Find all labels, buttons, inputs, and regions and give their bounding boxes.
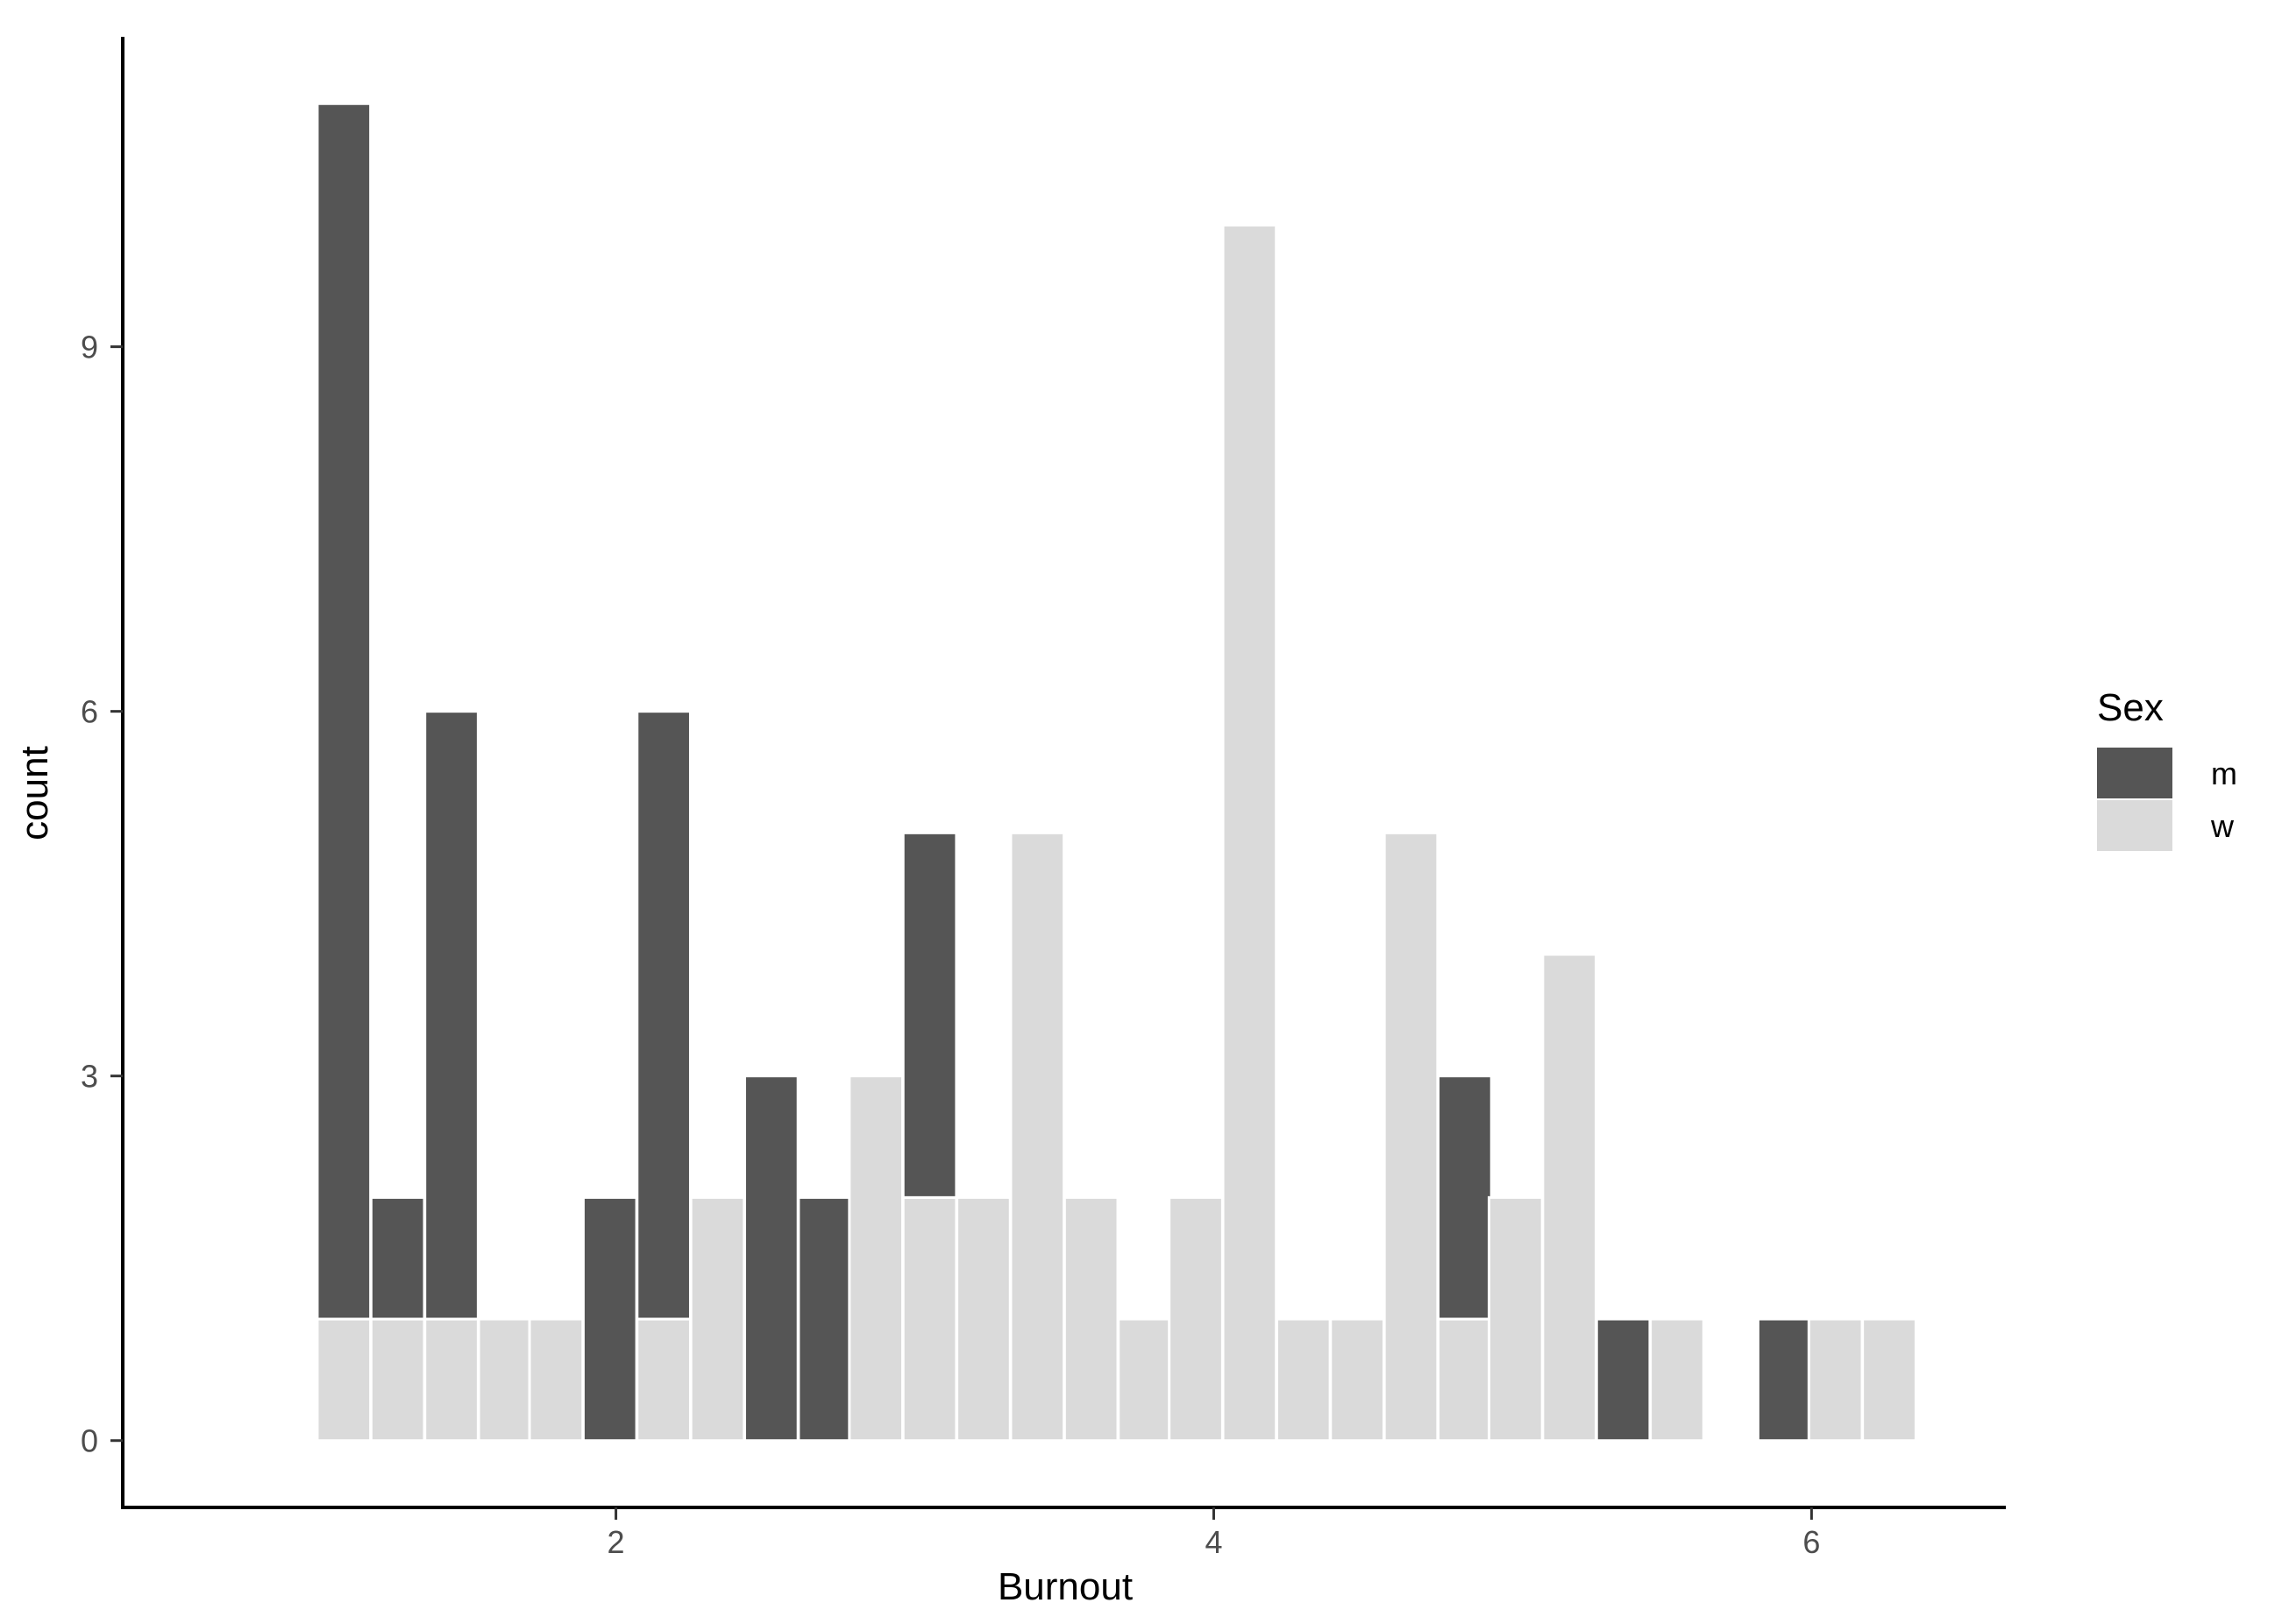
legend-key-w xyxy=(2097,800,2172,851)
bar-m xyxy=(1595,1317,1652,1443)
legend-title: Sex xyxy=(2097,686,2164,729)
x-tick-label: 2 xyxy=(608,1524,625,1560)
bar-w xyxy=(1221,223,1278,1443)
legend: Sex mw xyxy=(2097,686,2237,851)
x-axis-title: Burnout xyxy=(998,1565,1133,1608)
bar-w xyxy=(848,1074,905,1443)
bar-w xyxy=(689,1195,746,1443)
bar-w xyxy=(1541,953,1598,1443)
bar-w xyxy=(369,1317,426,1443)
bar-w xyxy=(901,1195,958,1443)
x-tick-label: 6 xyxy=(1802,1524,1820,1560)
bar-w xyxy=(1649,1317,1705,1443)
y-tick-label: 0 xyxy=(81,1423,98,1459)
bar-w xyxy=(1275,1317,1332,1443)
bar-w xyxy=(956,1195,1012,1443)
bar-w xyxy=(477,1317,534,1443)
bar-w xyxy=(1383,831,1440,1443)
bar-w xyxy=(1063,1195,1120,1443)
bar-m xyxy=(1756,1317,1813,1443)
y-ticks-group: 0 3 6 9 xyxy=(81,330,123,1459)
bar-m xyxy=(743,1074,800,1443)
bar-m xyxy=(581,1195,638,1443)
bars-group xyxy=(316,102,1917,1443)
bar-m xyxy=(797,1195,854,1443)
bar-w xyxy=(1009,831,1066,1443)
bar-w xyxy=(316,1317,373,1443)
bar-w xyxy=(423,1317,480,1443)
bar-w xyxy=(1168,1195,1224,1443)
legend-label-m: m xyxy=(2211,755,2237,791)
bar-w xyxy=(1117,1317,1173,1443)
bar-m xyxy=(316,102,373,1321)
bar-w xyxy=(1807,1317,1864,1443)
bar-m xyxy=(636,710,692,1321)
y-axis-title: count xyxy=(13,746,56,840)
bar-w xyxy=(636,1317,692,1443)
y-tick-label: 3 xyxy=(81,1059,98,1095)
bar-m xyxy=(901,831,958,1199)
bar-m xyxy=(423,710,480,1321)
legend-key-m xyxy=(2097,748,2172,798)
y-tick-label: 9 xyxy=(81,330,98,365)
x-ticks-group: 2 4 6 xyxy=(608,1507,1820,1560)
bar-m xyxy=(1437,1074,1493,1321)
y-tick-label: 6 xyxy=(81,694,98,730)
bar-w xyxy=(528,1317,585,1443)
bar-w xyxy=(1487,1195,1544,1443)
bar-m xyxy=(369,1195,426,1321)
legend-label-w: w xyxy=(2210,808,2235,844)
bar-w xyxy=(1437,1317,1493,1443)
bar-w xyxy=(1329,1317,1385,1443)
x-tick-label: 4 xyxy=(1205,1524,1222,1560)
bar-w xyxy=(1861,1317,1917,1443)
